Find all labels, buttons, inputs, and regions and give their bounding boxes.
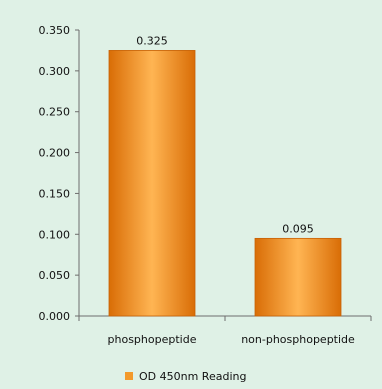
bar: [108, 50, 196, 317]
legend: OD 450nm Reading: [125, 370, 246, 383]
bar: [254, 237, 342, 317]
y-tick-label: 0.250: [39, 106, 71, 119]
y-tick-label: 0.200: [39, 147, 71, 160]
y-tick-label: 0.100: [39, 228, 71, 241]
y-tick-label: 0.150: [39, 187, 71, 200]
x-tick-label: phosphopeptide: [108, 333, 197, 346]
legend-label: OD 450nm Reading: [139, 370, 246, 383]
data-label: 0.325: [136, 34, 168, 47]
y-tick-label: 0.350: [39, 24, 71, 37]
y-tick-label: 0.050: [39, 269, 71, 282]
plot-area: 0.000 0.050 0.100 0.150 0.200 0.250 0.300 0.350…: [39, 24, 372, 346]
data-label: 0.095: [282, 222, 314, 235]
x-tick-label: non-phosphopeptide: [241, 333, 355, 346]
y-tick-label: 0.300: [39, 65, 71, 78]
y-tick-label: 0.000: [39, 310, 71, 323]
legend-marker: [125, 372, 133, 380]
